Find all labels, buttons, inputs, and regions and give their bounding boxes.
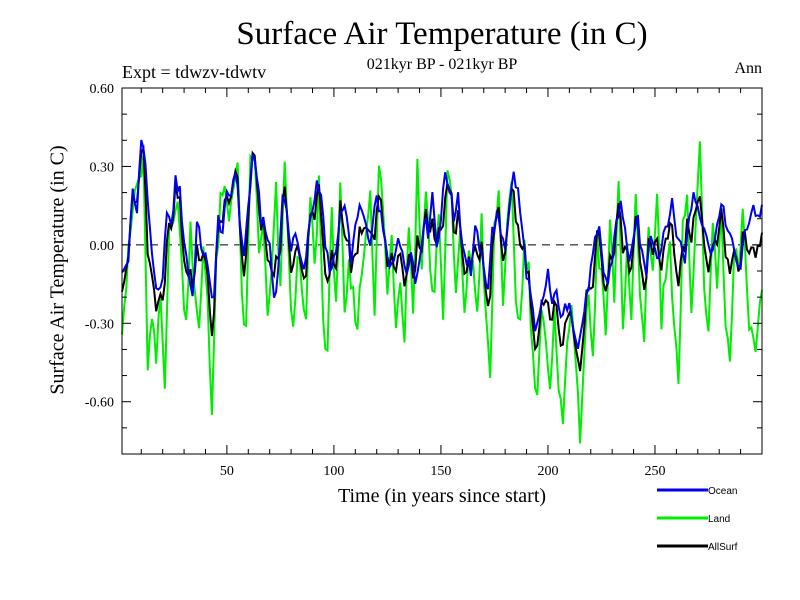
legend-label-land: Land [708,514,730,525]
x-tick-label: 100 [323,464,344,479]
x-tick-label: 200 [537,464,558,479]
y-tick-label: 0.30 [90,160,115,175]
legend-label-allsurf: AllSurf [708,542,738,553]
y-tick-label: 0.00 [90,239,115,254]
y-tick-label: -0.30 [85,317,114,332]
legend-label-ocean: Ocean [708,486,737,497]
y-tick-label: -0.60 [85,396,114,411]
series-line-ocean [121,139,763,350]
x-tick-label: 250 [644,464,665,479]
x-tick-label: 50 [220,464,234,479]
series-line-allsurf [121,144,763,372]
period-label: Ann [734,60,762,77]
chart-title: Surface Air Temperature (in C) [236,16,648,52]
x-axis-label: Time (in years since start) [337,485,547,507]
chart-subtitle: 021kyr BP - 021kyr BP [366,56,518,73]
x-tick-label: 150 [430,464,451,479]
y-tick-label: 0.60 [90,82,115,97]
series-line-land [121,141,763,444]
experiment-label: Expt = tdwzv-tdwtv [122,62,267,82]
